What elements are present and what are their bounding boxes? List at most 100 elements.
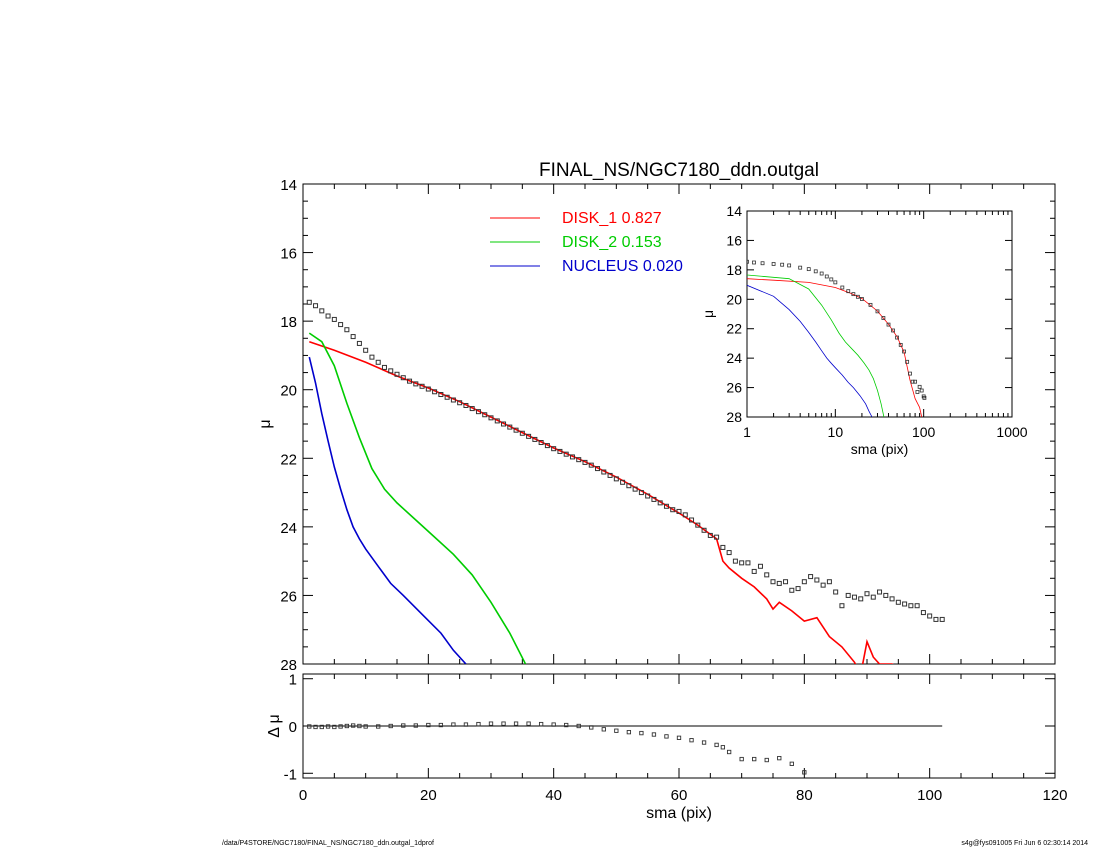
inset-series-group [747, 259, 927, 417]
data-point [350, 334, 356, 340]
residual-point [332, 724, 337, 730]
data-point [544, 443, 550, 449]
main-series-group [306, 299, 945, 664]
data-point [670, 507, 676, 513]
data-point [745, 560, 751, 566]
data-point [908, 603, 914, 609]
data-point [864, 591, 870, 597]
data-point [783, 579, 789, 585]
data-point [933, 616, 939, 622]
residual-point [438, 722, 444, 728]
residual-point [338, 724, 343, 729]
main-profile-plot: 14 16 18 20 22 24 26 28 μ [257, 177, 1056, 674]
inset-data-point [922, 395, 927, 400]
data-point [620, 479, 626, 485]
data-point [331, 316, 337, 322]
data-point [375, 359, 381, 365]
data-point [450, 397, 456, 403]
data-point [344, 327, 350, 333]
inset-data-point [840, 285, 845, 290]
y-tick-label: 24 [280, 520, 297, 537]
data-point [858, 596, 864, 602]
residual-point [689, 738, 694, 743]
data-point [482, 412, 488, 418]
inset-data-point [824, 274, 829, 279]
residual-point [764, 757, 769, 763]
legend-label-nucleus: NUCLEUS 0.020 [562, 258, 683, 275]
x-tick-label: 40 [545, 787, 562, 804]
data-point [457, 400, 463, 406]
series-line-nucleus [308, 356, 467, 664]
residual-point [513, 721, 519, 726]
residual-point [319, 724, 324, 730]
series-line-disk_2 [308, 332, 527, 664]
inset-y-tick-label: 24 [726, 350, 742, 366]
inset-data-point [891, 328, 895, 333]
data-point [757, 563, 763, 569]
inset-x-tick-label: 1000 [996, 424, 1027, 440]
data-point [563, 451, 569, 457]
inset-x-tick-label: 1 [743, 424, 751, 440]
residual-point [639, 730, 644, 736]
data-point [338, 322, 344, 328]
inset-x-tick-label: 100 [912, 424, 936, 440]
inset-data-point [829, 277, 834, 282]
x-tick-label: 20 [420, 787, 437, 804]
resid-y-tick-label: 1 [289, 672, 297, 689]
data-point [902, 601, 908, 607]
residual-point [488, 721, 494, 726]
data-point [513, 427, 519, 433]
data-point [576, 457, 582, 463]
data-point [732, 558, 738, 564]
inset-data-point [895, 335, 899, 340]
data-point [313, 303, 319, 309]
data-point [494, 418, 500, 424]
data-point [663, 503, 669, 509]
data-point [833, 589, 839, 595]
residual-point [589, 725, 594, 730]
inset-y-tick-label: 14 [726, 203, 742, 219]
data-point [870, 594, 876, 600]
residual-point [739, 756, 744, 762]
data-point [444, 394, 450, 400]
residual-point [538, 721, 544, 727]
data-point [626, 483, 632, 489]
y-tick-label: 14 [280, 177, 297, 194]
data-point [501, 421, 507, 427]
data-point [877, 589, 883, 595]
data-point [789, 587, 795, 593]
inset-data-point [855, 294, 860, 299]
inset-data-point [752, 260, 756, 265]
data-point [776, 580, 782, 586]
data-point [400, 375, 406, 381]
data-point [814, 577, 820, 583]
residual-point [714, 742, 719, 748]
residual-point [350, 723, 356, 728]
data-point [651, 496, 657, 502]
inset-data-point [919, 388, 924, 393]
inset-data-point [851, 292, 856, 297]
residual-point [413, 723, 418, 728]
data-point [689, 517, 695, 523]
data-point [388, 368, 394, 374]
inset-y-tick-label: 22 [726, 321, 742, 337]
residual-point [626, 729, 632, 735]
data-point [657, 500, 663, 506]
data-point [695, 522, 701, 528]
residual-point [777, 755, 782, 761]
inset-data-point [806, 267, 811, 272]
y-tick-label: 16 [280, 246, 297, 263]
data-point [795, 586, 801, 592]
residual-point [357, 723, 362, 729]
inset-data-point [747, 259, 749, 264]
residual-point [726, 749, 732, 755]
data-point [826, 579, 832, 585]
data-point [394, 371, 400, 377]
data-point [707, 532, 713, 538]
inset-x-axis-label: sma (pix) [851, 441, 909, 457]
legend-label-disk_1: DISK_1 0.827 [562, 210, 662, 227]
y-tick-label: 20 [280, 383, 297, 400]
data-point [720, 544, 726, 550]
y-tick-label: 18 [280, 314, 297, 331]
data-point [839, 603, 845, 609]
